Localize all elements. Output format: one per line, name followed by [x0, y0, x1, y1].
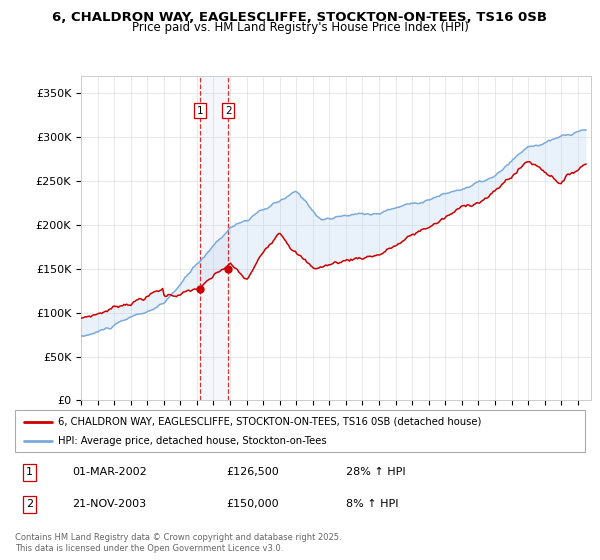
Text: £150,000: £150,000 — [226, 500, 278, 510]
Text: Contains HM Land Registry data © Crown copyright and database right 2025.
This d: Contains HM Land Registry data © Crown c… — [15, 533, 341, 553]
Text: 21-NOV-2003: 21-NOV-2003 — [72, 500, 146, 510]
Text: HPI: Average price, detached house, Stockton-on-Tees: HPI: Average price, detached house, Stoc… — [58, 436, 326, 446]
Text: 28% ↑ HPI: 28% ↑ HPI — [346, 468, 405, 478]
Text: 8% ↑ HPI: 8% ↑ HPI — [346, 500, 398, 510]
Text: £126,500: £126,500 — [226, 468, 278, 478]
Text: 6, CHALDRON WAY, EAGLESCLIFFE, STOCKTON-ON-TEES, TS16 0SB: 6, CHALDRON WAY, EAGLESCLIFFE, STOCKTON-… — [53, 11, 548, 24]
Text: 01-MAR-2002: 01-MAR-2002 — [72, 468, 147, 478]
Text: 1: 1 — [196, 106, 203, 116]
Text: Price paid vs. HM Land Registry's House Price Index (HPI): Price paid vs. HM Land Registry's House … — [131, 21, 469, 34]
Text: 2: 2 — [26, 500, 33, 510]
Text: 6, CHALDRON WAY, EAGLESCLIFFE, STOCKTON-ON-TEES, TS16 0SB (detached house): 6, CHALDRON WAY, EAGLESCLIFFE, STOCKTON-… — [58, 417, 481, 427]
Text: 1: 1 — [26, 468, 33, 478]
FancyBboxPatch shape — [15, 410, 585, 452]
Bar — [200, 76, 229, 400]
Text: 2: 2 — [225, 106, 232, 116]
